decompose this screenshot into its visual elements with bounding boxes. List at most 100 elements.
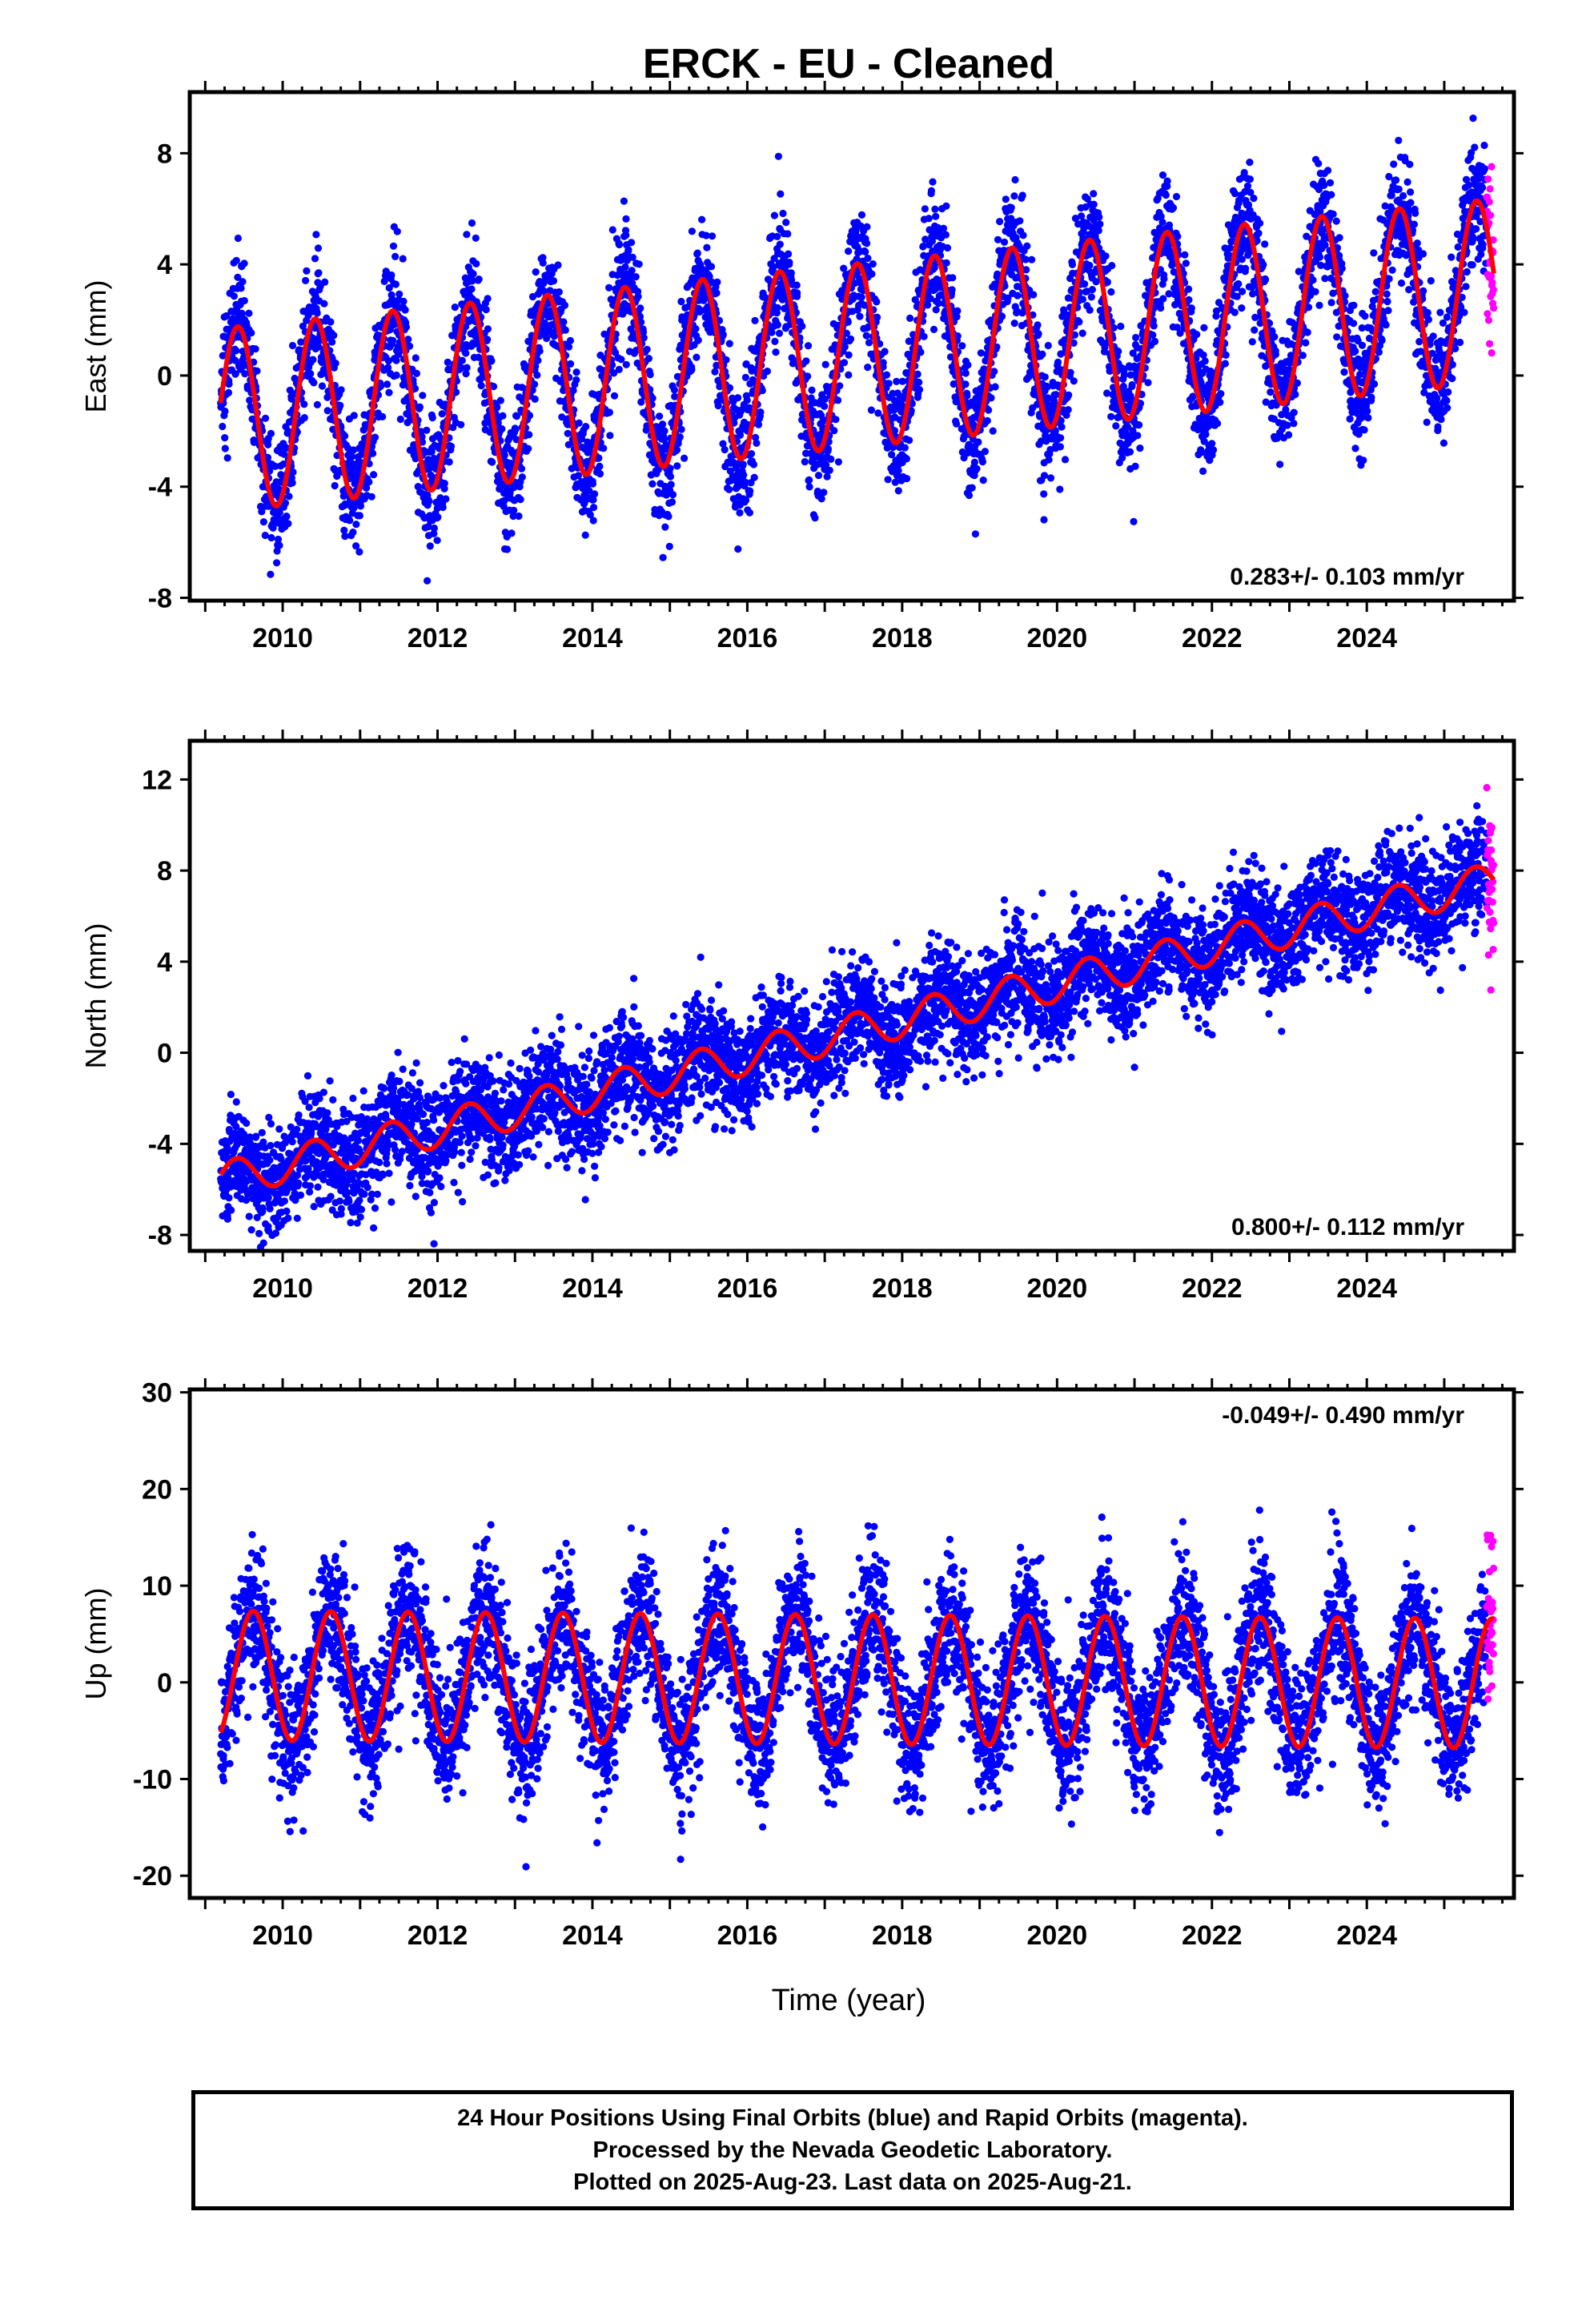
east-final-point [688, 227, 697, 235]
east-final-point [750, 473, 758, 481]
east-final-point [221, 407, 229, 416]
east-final-point [920, 332, 928, 340]
east-final-point [311, 255, 319, 263]
east-final-point [661, 427, 669, 435]
east-final-point [1019, 231, 1027, 239]
east-final-point [1290, 420, 1298, 428]
east-final-point [628, 267, 636, 275]
east-final-point [787, 269, 795, 277]
east-final-point [1159, 295, 1167, 303]
east-final-point [1214, 420, 1222, 428]
east-final-point [1128, 380, 1136, 389]
east-final-point [1246, 159, 1254, 167]
east-final-point [968, 484, 976, 492]
east-final-point [300, 400, 308, 408]
east-final-point [677, 425, 685, 433]
east-final-point [1185, 285, 1193, 293]
east-final-point [531, 380, 539, 388]
east-final-point [318, 382, 327, 390]
east-final-point [549, 277, 558, 285]
east-final-point [1208, 440, 1216, 448]
east-final-point [1200, 324, 1208, 332]
east-final-point [564, 343, 573, 351]
east-final-point [289, 468, 297, 476]
east-final-point [321, 278, 329, 286]
east-final-point [1000, 238, 1009, 246]
east-final-point [379, 412, 387, 421]
east-final-point [531, 395, 539, 403]
east-final-point [983, 416, 991, 425]
east-final-point [1078, 329, 1086, 337]
east-final-point [1327, 191, 1335, 199]
east-final-point [331, 481, 339, 490]
east-final-point [1134, 432, 1142, 440]
east-final-point [1291, 391, 1299, 399]
east-final-point [1187, 304, 1195, 312]
east-final-point [1149, 331, 1157, 339]
east-final-point [528, 292, 537, 301]
east-final-point [1302, 339, 1310, 347]
east-final-point [225, 380, 233, 388]
east-final-point [805, 483, 813, 491]
east-final-point [346, 517, 354, 525]
east-final-point [239, 278, 247, 286]
east-final-point [241, 370, 249, 378]
east-final-point [932, 306, 940, 314]
east-final-point [1210, 446, 1218, 454]
east-final-point [440, 480, 448, 488]
east-final-point [605, 283, 613, 292]
east-final-point [589, 504, 598, 512]
east-final-point [307, 370, 315, 378]
east-final-point [596, 470, 604, 478]
east-final-point [868, 270, 876, 278]
east-final-point [1158, 218, 1166, 227]
east-final-point [512, 425, 520, 433]
east-final-point [1285, 431, 1293, 439]
east-final-point [1293, 379, 1301, 387]
east-final-point [439, 503, 447, 512]
east-final-point [846, 335, 855, 343]
east-final-point [776, 240, 784, 248]
east-final-point [352, 542, 360, 550]
east-final-point [901, 444, 909, 452]
east-final-point [1324, 167, 1332, 175]
east-final-point [585, 487, 593, 495]
east-final-point [987, 394, 995, 402]
east-final-point [1016, 217, 1024, 225]
east-final-point [632, 273, 640, 281]
east-final-point [965, 491, 974, 500]
east-final-point [315, 269, 323, 277]
east-final-point [808, 386, 816, 394]
east-final-point [433, 537, 441, 545]
east-final-point [785, 259, 793, 267]
east-final-point [444, 358, 452, 366]
east-final-point [1150, 337, 1159, 345]
east-final-point [821, 402, 829, 410]
east-final-point [572, 368, 580, 376]
east-final-point [528, 386, 536, 394]
east-final-point [269, 524, 277, 532]
east-final-point [1238, 255, 1246, 263]
east-final-point [643, 345, 651, 353]
east-final-point [954, 307, 962, 315]
east-final-point [412, 369, 421, 377]
east-final-point [234, 234, 242, 243]
east-final-point [574, 472, 583, 480]
east-final-point [771, 337, 779, 345]
east-final-point [323, 393, 331, 401]
east-final-point [979, 476, 987, 485]
east-final-point [793, 281, 801, 289]
east-final-point [525, 431, 533, 439]
east-final-point [572, 376, 580, 384]
east-final-point [234, 273, 242, 281]
east-final-point [600, 444, 608, 452]
east-final-point [482, 306, 490, 314]
east-final-point [1315, 159, 1323, 167]
east-final-point [626, 272, 634, 280]
east-final-point [392, 371, 400, 380]
east-final-point [668, 498, 677, 506]
east-final-point [247, 329, 255, 337]
east-final-point [930, 325, 938, 333]
east-final-point [275, 541, 283, 549]
east-final-point [1131, 462, 1139, 470]
